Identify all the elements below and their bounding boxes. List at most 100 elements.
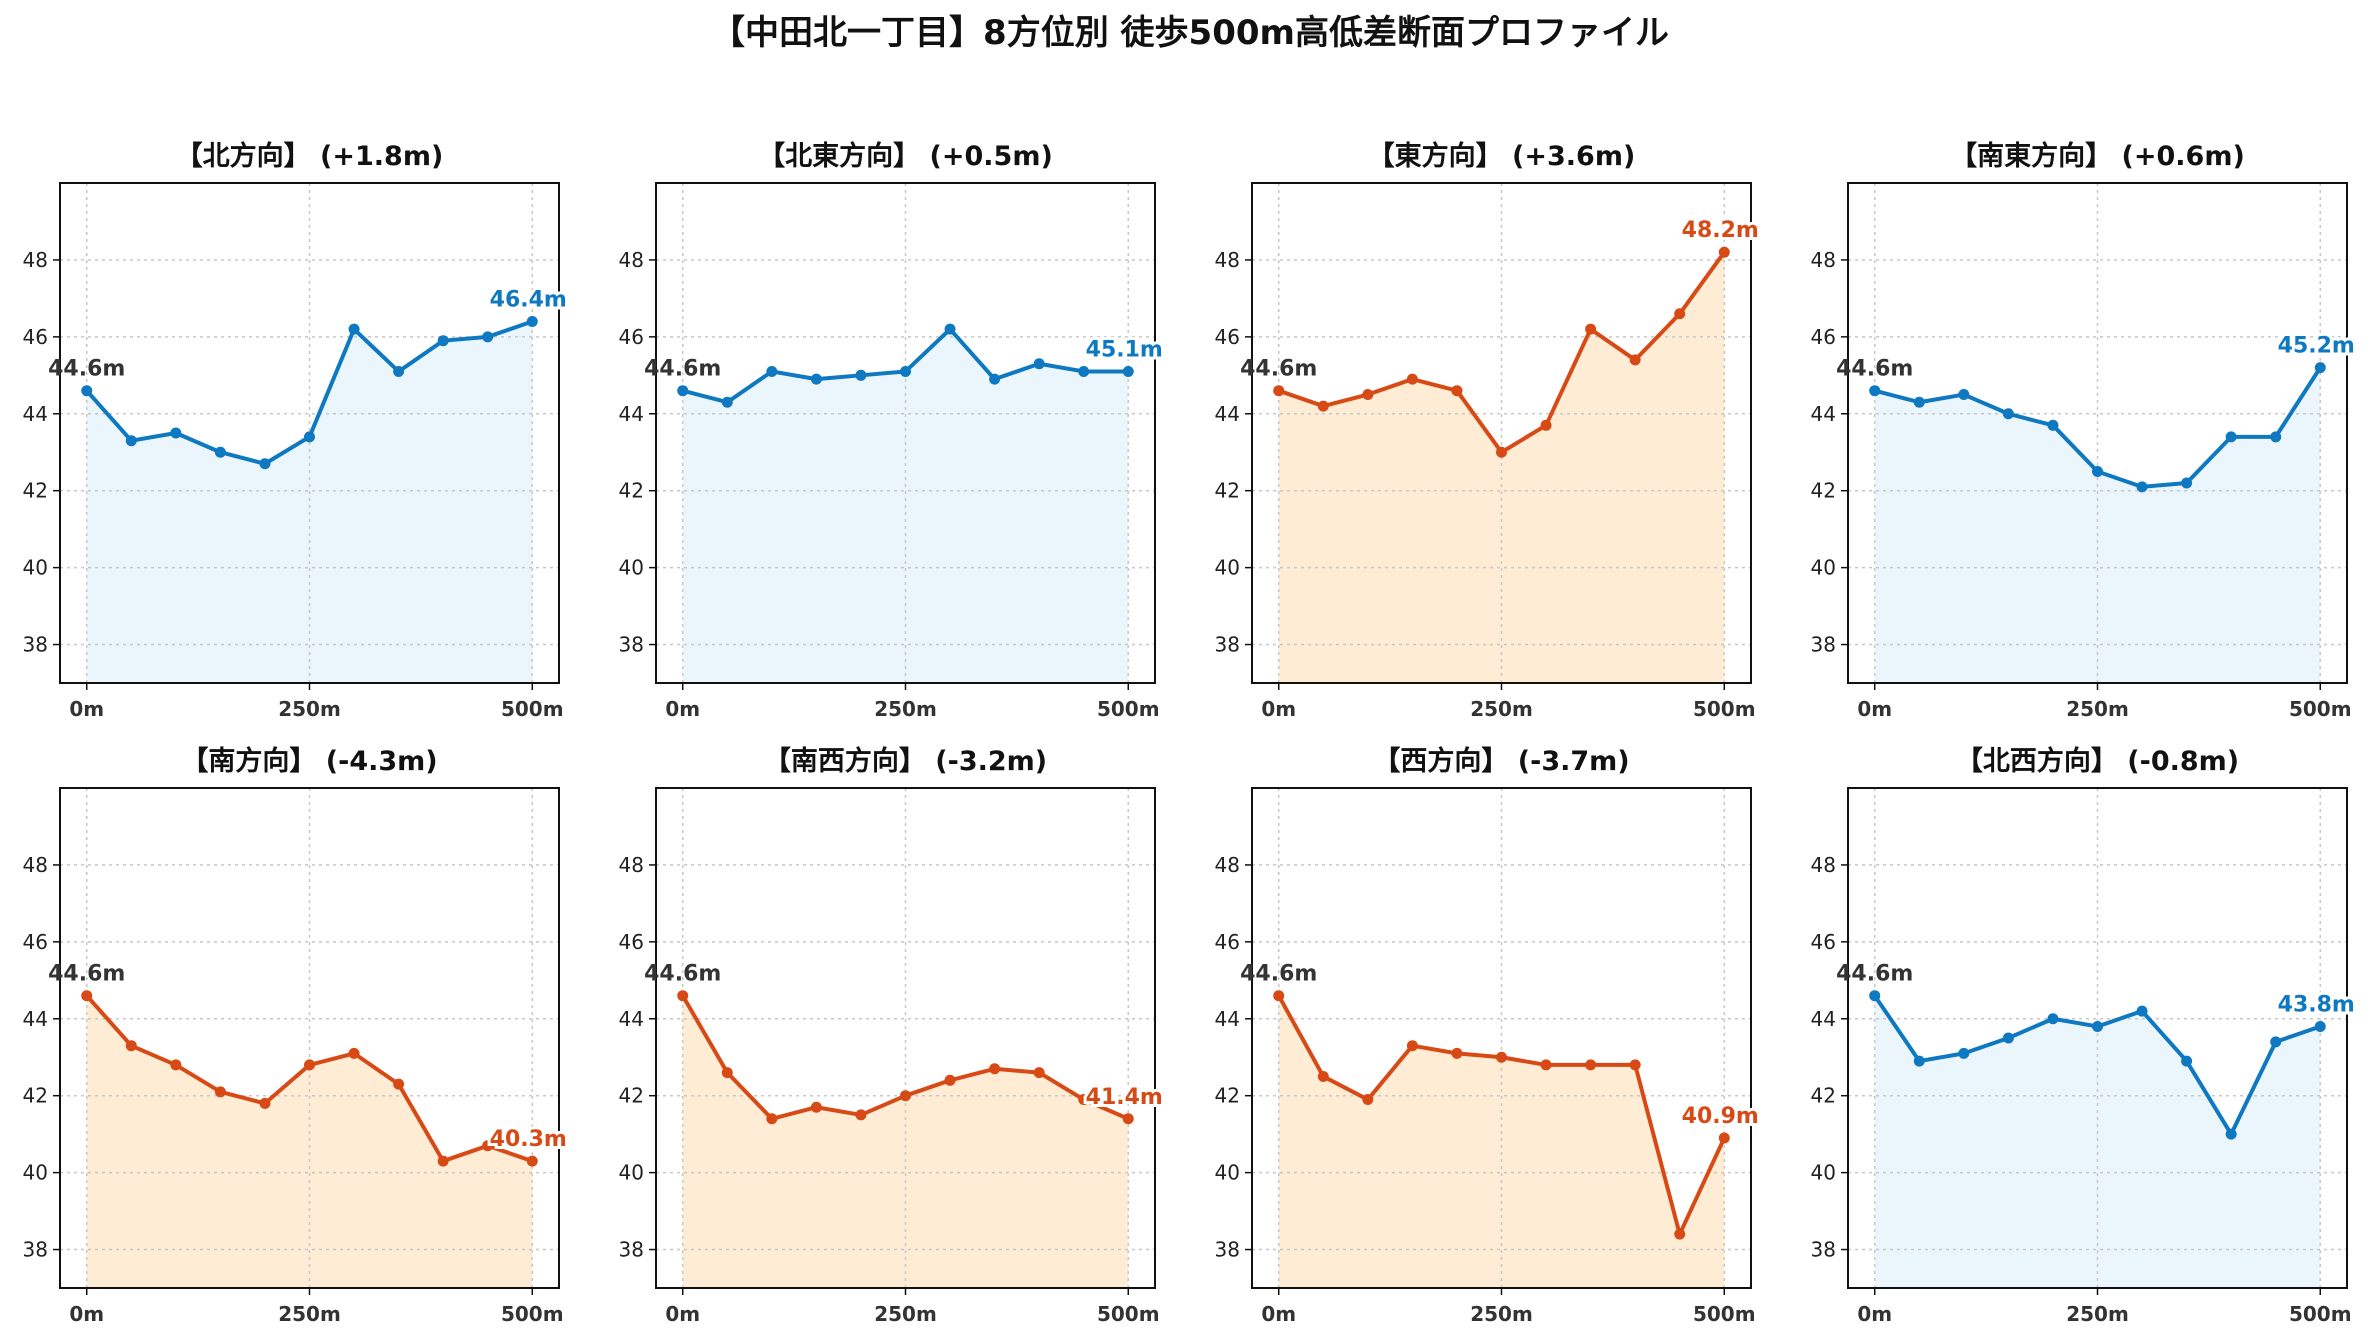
start-elevation-label: 44.6m — [48, 357, 125, 382]
y-tick-label: 42 — [1811, 479, 1836, 503]
data-point — [1540, 1059, 1552, 1071]
x-tick-label: 0m — [69, 697, 104, 721]
data-point — [1718, 1132, 1730, 1144]
y-tick-label: 46 — [1811, 930, 1836, 954]
data-point — [170, 427, 182, 439]
y-tick-label: 44 — [1215, 402, 1240, 426]
data-point — [2047, 419, 2059, 431]
data-point — [2002, 1032, 2014, 1044]
data-point — [2047, 1013, 2059, 1025]
data-point — [170, 1059, 182, 1071]
data-point — [1585, 1059, 1597, 1071]
data-point — [259, 1097, 271, 1109]
panel-title: 【北東方向】 (+0.5m) — [758, 140, 1053, 172]
data-point — [855, 369, 867, 381]
data-point — [677, 990, 689, 1002]
x-tick-label: 500m — [1097, 697, 1160, 721]
panel-6: 【西方向】 (-3.7m) 38 40 42 44 46 48 0m 250m 500m 44.6m… — [1215, 745, 1762, 1326]
data-point — [214, 1086, 226, 1098]
data-point — [1078, 365, 1090, 377]
end-elevation-label: 41.4m — [1086, 1085, 1163, 1110]
area-fill — [1278, 995, 1725, 1288]
x-tick-label: 500m — [1097, 1302, 1160, 1326]
data-point — [900, 365, 911, 377]
x-tick-label: 500m — [501, 697, 564, 721]
y-tick-label: 48 — [1811, 248, 1836, 272]
data-point — [1540, 419, 1552, 431]
area-fill — [682, 995, 1129, 1288]
data-point — [259, 458, 271, 470]
panel-title: 【北西方向】 (-0.8m) — [1956, 745, 2239, 777]
panel-5: 【南西方向】 (-3.2m) 38 40 42 44 46 48 0m 250m 500m 44.6… — [619, 745, 1166, 1326]
x-tick-label: 250m — [2066, 1302, 2129, 1326]
y-tick-label: 48 — [23, 853, 48, 877]
data-point — [348, 323, 360, 335]
panel-3: 【南東方向】 (+0.6m) 38 40 42 44 46 48 0m 250m 500m 44.6… — [1811, 140, 2358, 721]
figure-title: 【中田北一丁目】8方位別 徒歩500m高低差断面プロファイル — [711, 13, 1669, 53]
panel-title: 【南東方向】 (+0.6m) — [1950, 140, 2245, 172]
end-elevation-label: 40.3m — [490, 1127, 567, 1152]
y-tick-label: 46 — [1215, 325, 1240, 349]
y-tick-label: 46 — [619, 930, 644, 954]
data-point — [1629, 1059, 1641, 1071]
x-tick-label: 0m — [1261, 1302, 1296, 1326]
data-point — [1406, 1040, 1418, 1052]
data-point — [721, 396, 733, 408]
data-point — [2181, 1055, 2193, 1067]
data-point — [2225, 1128, 2237, 1140]
data-point — [393, 1078, 405, 1090]
y-tick-label: 42 — [619, 479, 644, 503]
y-tick-label: 38 — [1215, 1238, 1240, 1262]
end-elevation-label: 43.8m — [2278, 992, 2355, 1017]
data-point — [1317, 400, 1329, 412]
data-point — [855, 1109, 867, 1121]
y-tick-label: 42 — [1215, 1084, 1240, 1108]
data-point — [989, 373, 1001, 385]
data-point — [766, 365, 778, 377]
y-tick-label: 46 — [619, 325, 644, 349]
data-point — [944, 1074, 956, 1086]
panel-7: 【北西方向】 (-0.8m) 38 40 42 44 46 48 0m 250m 500m 44.6… — [1811, 745, 2358, 1326]
y-tick-label: 40 — [1811, 556, 1836, 580]
y-tick-label: 46 — [23, 325, 48, 349]
data-point — [1958, 389, 1970, 401]
data-point — [766, 1113, 778, 1125]
y-tick-label: 42 — [1215, 479, 1240, 503]
data-point — [1406, 373, 1418, 385]
area-fill — [86, 321, 533, 683]
data-point — [1496, 1051, 1507, 1063]
y-tick-label: 40 — [619, 556, 644, 580]
y-tick-label: 46 — [23, 930, 48, 954]
data-point — [1362, 389, 1374, 401]
data-point — [2314, 1020, 2326, 1032]
data-point — [810, 1101, 822, 1113]
data-point — [944, 323, 956, 335]
y-tick-label: 48 — [619, 853, 644, 877]
end-elevation-label: 40.9m — [1682, 1104, 1759, 1129]
y-tick-label: 46 — [1215, 930, 1240, 954]
y-tick-label: 38 — [619, 1238, 644, 1262]
data-point — [526, 315, 538, 327]
y-tick-label: 44 — [23, 1007, 48, 1031]
y-tick-label: 44 — [23, 402, 48, 426]
data-point — [2092, 465, 2103, 477]
panel-2: 【東方向】 (+3.6m) 38 40 42 44 46 48 0m 250m 500m 44.6m… — [1215, 140, 1762, 721]
y-tick-label: 38 — [23, 1238, 48, 1262]
panel-title: 【南西方向】 (-3.2m) — [764, 745, 1047, 777]
data-point — [348, 1047, 360, 1059]
y-tick-label: 44 — [1811, 402, 1836, 426]
data-point — [2314, 362, 2326, 374]
y-tick-label: 48 — [1811, 853, 1836, 877]
data-point — [1869, 385, 1881, 397]
data-point — [1629, 354, 1641, 366]
x-tick-label: 500m — [501, 1302, 564, 1326]
x-tick-label: 500m — [2289, 697, 2352, 721]
x-tick-label: 0m — [1261, 697, 1296, 721]
y-tick-label: 48 — [23, 248, 48, 272]
data-point — [1451, 385, 1463, 397]
data-point — [2181, 477, 2193, 489]
data-point — [1674, 1228, 1686, 1240]
data-point — [393, 365, 405, 377]
data-point — [1033, 1067, 1045, 1079]
